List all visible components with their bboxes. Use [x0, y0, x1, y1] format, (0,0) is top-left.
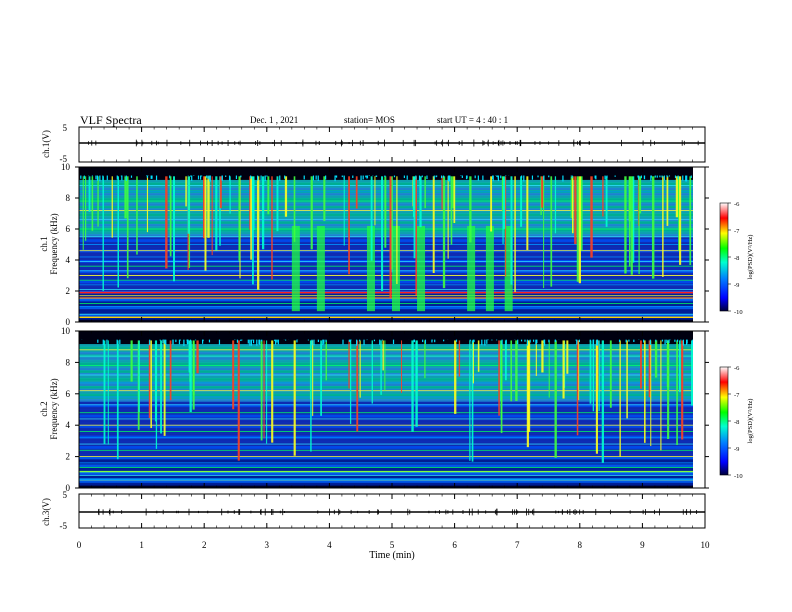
x-tick-label-6: 6 [452, 540, 457, 550]
ch1-ytick-5: 5 [63, 123, 68, 133]
start-time-label: start UT = 4 : 40 : 1 [437, 115, 509, 125]
colorbar-tick--6: -6 [734, 365, 740, 372]
x-tick-label-2: 2 [202, 540, 207, 550]
colorbar-tick--6: -6 [734, 201, 740, 208]
x-tick-label-8: 8 [578, 540, 583, 550]
ch1-spectrogram-heatmap [79, 167, 705, 323]
ch2-spectrogram-yticks: 0 2 4 6 8 10 [61, 326, 709, 493]
ch2-spectrogram-heatmap [79, 331, 705, 489]
freq-tick-label-8: 8 [66, 357, 71, 367]
x-tick-label-5: 5 [390, 540, 395, 550]
ch2-spectrogram-ylabel: Frequency (kHz) [49, 378, 59, 439]
freq-tick-label-0: 0 [66, 317, 71, 327]
x-axis-label: Time (min) [369, 550, 414, 561]
freq-tick-label-6: 6 [66, 389, 71, 399]
freq-tick-label-6: 6 [66, 224, 71, 234]
colorbar-tick--9: -9 [734, 282, 739, 289]
colorbar-tick--7: -7 [734, 392, 740, 399]
freq-tick-label-4: 4 [66, 255, 71, 265]
ch1-ytick-neg5: -5 [60, 154, 68, 164]
ch1-spectrogram-yticks: 0 2 4 6 8 10 [61, 162, 709, 327]
freq-tick-label-10: 10 [61, 162, 71, 172]
date-label: Dec. 1 , 2021 [250, 115, 299, 125]
ch1-colorbar: -6 -7 -8 -9 -10 log(PSD)(V²/Hz) [719, 201, 754, 316]
ch3-ytick-5: 5 [63, 490, 68, 500]
figure-title: VLF Spectra [80, 113, 142, 127]
colorbar-tick--9: -9 [734, 446, 739, 453]
colorbar-tick--10: -10 [734, 473, 743, 480]
x-tick-label-7: 7 [515, 540, 520, 550]
ch1-spectrogram-ylabel: Frequency (kHz) [49, 213, 59, 274]
x-tick-label-10: 10 [701, 540, 711, 550]
ch3-waveform-ylabel: ch.3(V) [41, 498, 51, 526]
freq-tick-label-10: 10 [61, 326, 71, 336]
colorbar-tick--7: -7 [734, 228, 740, 235]
ch1-waveform-panel: 5 -5 ch.1(V) [41, 123, 706, 164]
ch2-spectrogram-channel-label: ch.2 [39, 401, 49, 416]
ch2-colorbar-label: log(PSD)(V²/Hz) [747, 399, 754, 444]
colorbar-tick--8: -8 [734, 419, 739, 426]
station-label: station= MOS [344, 115, 395, 125]
x-tick-label-3: 3 [265, 540, 270, 550]
x-tick-label-1: 1 [139, 540, 144, 550]
ch3-ytick-neg5: -5 [60, 521, 68, 531]
ch1-spectrogram-panel: 0 2 4 6 8 10 ch.1 Frequency (kHz) [39, 162, 709, 327]
freq-tick-label-0: 0 [66, 483, 71, 493]
x-tick-label-9: 9 [640, 540, 645, 550]
colorbar-tick--10: -10 [734, 309, 743, 316]
x-axis-ticks [78, 127, 706, 528]
x-tick-label-0: 0 [77, 540, 82, 550]
x-tick-label-4: 4 [327, 540, 332, 550]
freq-tick-label-2: 2 [66, 452, 71, 462]
ch1-spectrogram-channel-label: ch.1 [39, 236, 49, 251]
ch3-waveform-panel: 5 -5 ch.3(V) [41, 490, 706, 531]
ch1-waveform-ylabel: ch.1(V) [41, 130, 51, 158]
freq-tick-label-4: 4 [66, 420, 71, 430]
ch2-colorbar: -6 -7 -8 -9 -10 log(PSD)(V²/Hz) [719, 365, 754, 480]
colorbar-tick--8: -8 [734, 255, 739, 262]
ch1-colorbar-label: log(PSD)(V²/Hz) [747, 235, 754, 280]
x-axis-tick-labels: 0 1 2 3 4 5 6 7 8 9 10 [77, 540, 710, 550]
ch1-waveform-spikes [88, 139, 699, 147]
ch3-waveform-spikes [98, 508, 698, 516]
freq-tick-label-2: 2 [66, 286, 71, 296]
freq-tick-label-8: 8 [66, 193, 71, 203]
ch2-spectrogram-panel: 0 2 4 6 8 10 ch.2 Frequency (kHz) [39, 326, 709, 493]
